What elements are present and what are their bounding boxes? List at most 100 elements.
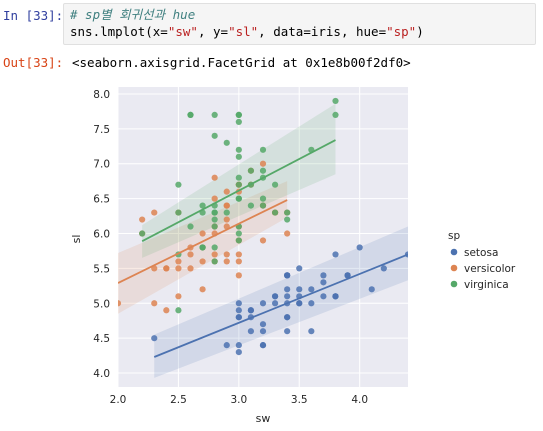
data-point-versicolor — [175, 293, 182, 300]
data-point-versicolor — [187, 265, 194, 272]
x-tick-label: 3.5 — [291, 394, 308, 406]
data-point-virginica — [187, 111, 194, 119]
data-point-setosa — [308, 286, 315, 293]
data-point-virginica — [259, 202, 267, 209]
data-point-setosa — [296, 300, 303, 307]
data-point-setosa — [380, 265, 387, 272]
data-point-virginica — [211, 223, 218, 230]
data-point-setosa — [332, 251, 339, 258]
data-point-versicolor — [223, 188, 230, 195]
data-point-versicolor — [223, 251, 230, 258]
data-point-virginica — [223, 139, 230, 146]
data-point-versicolor — [187, 251, 194, 258]
data-point-virginica — [235, 181, 242, 188]
data-point-versicolor — [211, 174, 218, 181]
legend-marker-virginica — [450, 280, 458, 288]
y-tick-label: 5.0 — [93, 298, 110, 310]
data-point-virginica — [332, 97, 339, 105]
data-point-virginica — [235, 146, 242, 153]
data-point-setosa — [320, 293, 327, 300]
data-point-setosa — [223, 342, 230, 349]
data-point-virginica — [259, 167, 267, 174]
x-tick-label: 4.0 — [351, 394, 368, 406]
data-point-virginica — [211, 216, 218, 223]
data-point-virginica — [235, 195, 242, 202]
y-tick-label: 6.0 — [93, 229, 110, 241]
y-tick-label: 7.5 — [93, 124, 110, 136]
data-point-versicolor — [284, 230, 291, 237]
data-point-virginica — [247, 202, 255, 209]
legend-label-setosa: setosa — [464, 247, 498, 259]
plot-area: 2.0 2.5 3.0 3.5 4.0 4.0 4.5 5.0 5.5 6.0 6.5 7.0 7.5 8… — [93, 87, 408, 406]
data-point-versicolor — [223, 258, 230, 265]
data-point-versicolor — [118, 300, 122, 307]
data-point-versicolor — [211, 251, 218, 258]
data-point-setosa — [259, 328, 267, 335]
plot-data-group — [118, 97, 408, 378]
data-point-virginica — [259, 146, 267, 153]
data-point-setosa — [259, 342, 267, 349]
data-point-virginica — [211, 244, 218, 251]
data-point-setosa — [308, 300, 315, 307]
output-prompt: Out[33]: — [3, 55, 64, 70]
data-point-virginica — [211, 258, 218, 265]
data-point-setosa — [284, 272, 291, 279]
legend-label-virginica: virginica — [464, 279, 509, 291]
data-point-versicolor — [223, 202, 230, 209]
data-point-versicolor — [151, 300, 158, 307]
data-point-setosa — [284, 293, 291, 300]
data-point-versicolor — [199, 230, 206, 237]
data-point-virginica — [271, 209, 279, 216]
data-point-versicolor — [175, 258, 182, 265]
data-point-virginica — [175, 181, 182, 188]
data-point-versicolor — [235, 272, 242, 279]
legend-label-versicolor: versicolor — [464, 263, 516, 275]
x-tick-label: 3.0 — [230, 394, 247, 406]
data-point-setosa — [151, 335, 158, 342]
data-point-setosa — [247, 307, 255, 314]
ci-band-virginica — [142, 103, 336, 258]
code-string-y: "sl" — [228, 24, 259, 39]
code-string-x: "sw" — [167, 24, 198, 39]
y-tick-label: 4.0 — [93, 368, 110, 380]
data-point-versicolor — [223, 216, 230, 223]
data-point-setosa — [356, 244, 363, 251]
data-point-setosa — [235, 307, 242, 314]
output-repr-text: <seaborn.axisgrid.FacetGrid at 0x1e8b00f… — [72, 55, 411, 70]
data-point-setosa — [259, 321, 267, 328]
legend-marker-versicolor — [450, 264, 458, 272]
data-point-setosa — [271, 293, 279, 300]
legend: sp setosa versicolor virginica — [448, 230, 516, 291]
y-tick-label: 5.5 — [93, 263, 110, 275]
data-point-virginica — [271, 181, 279, 188]
legend-title: sp — [448, 230, 460, 242]
data-point-virginica — [211, 132, 218, 139]
data-point-setosa — [296, 286, 303, 293]
data-point-virginica — [247, 167, 255, 174]
data-point-versicolor — [151, 209, 158, 216]
data-point-setosa — [296, 265, 303, 272]
data-point-versicolor — [139, 216, 146, 223]
data-point-virginica — [199, 244, 206, 251]
code-token: ) — [416, 24, 424, 39]
data-point-virginica — [223, 209, 230, 216]
data-point-virginica — [187, 223, 194, 230]
data-point-virginica — [284, 209, 291, 216]
data-point-setosa — [284, 328, 291, 335]
data-point-setosa — [320, 279, 327, 286]
data-point-setosa — [247, 328, 255, 335]
code-token: , data=iris, hue= — [258, 24, 387, 39]
data-point-versicolor — [259, 160, 267, 167]
code-token: sns.lmplot(x= — [70, 24, 168, 39]
data-point-virginica — [332, 111, 339, 119]
ci-band-setosa — [154, 226, 408, 378]
x-tick-label: 2.5 — [170, 394, 187, 406]
data-point-virginica — [284, 216, 291, 223]
code-cell-input[interactable]: # sp별 회귀선과 hue sns.lmplot(x="sw", y="sl"… — [63, 3, 536, 45]
data-point-versicolor — [259, 237, 267, 244]
data-point-virginica — [235, 153, 242, 160]
data-point-setosa — [284, 314, 291, 321]
data-point-versicolor — [163, 265, 170, 272]
x-axis-label: sw — [256, 412, 271, 425]
regression-line-virginica — [141, 139, 336, 242]
